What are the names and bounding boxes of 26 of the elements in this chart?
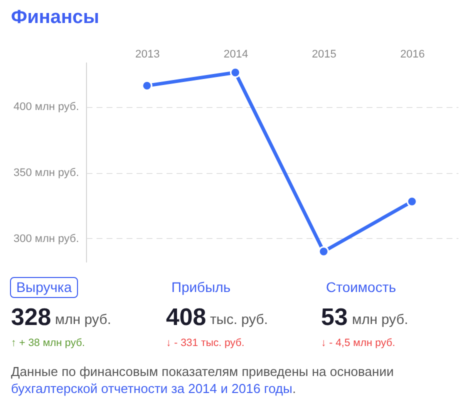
point xyxy=(318,246,330,257)
selected-tab-frame: Выручка xyxy=(10,277,78,298)
text: Данные по финансовым показателям приведены на основании xyxy=(11,364,394,379)
point xyxy=(230,67,241,78)
x-tick-label: 2013 xyxy=(135,48,160,60)
point xyxy=(406,196,418,207)
text: 53 xyxy=(321,304,348,331)
text: Прибыль xyxy=(170,278,232,297)
text: тыс. руб. xyxy=(210,310,268,328)
text: млн руб. xyxy=(55,310,112,328)
x-tick-label: 2014 xyxy=(224,48,248,60)
y-tick-label: 300 млн руб. xyxy=(14,232,79,245)
text: 328 xyxy=(11,304,52,331)
x-tick-label: 2015 xyxy=(312,48,336,60)
text: млн руб. xyxy=(352,310,408,328)
text: Стоимость xyxy=(324,278,398,297)
chart-title: Финансы xyxy=(11,6,100,30)
text: ↓ - 331 тыс. руб. xyxy=(166,336,244,350)
x-tick-label: 2016 xyxy=(400,48,425,60)
y-tick-label: 400 млн руб. xyxy=(14,101,79,114)
y-tick-label: 350 млн руб. xyxy=(14,167,79,180)
text: бухгалтерской отчетности за 2014 и 2016 годы xyxy=(11,381,292,396)
text: . xyxy=(292,381,296,396)
text: ↑ + 38 млн руб. xyxy=(11,336,85,350)
text: 408 xyxy=(166,304,206,331)
text: ↓ - 4,5 млн руб. xyxy=(321,336,396,350)
